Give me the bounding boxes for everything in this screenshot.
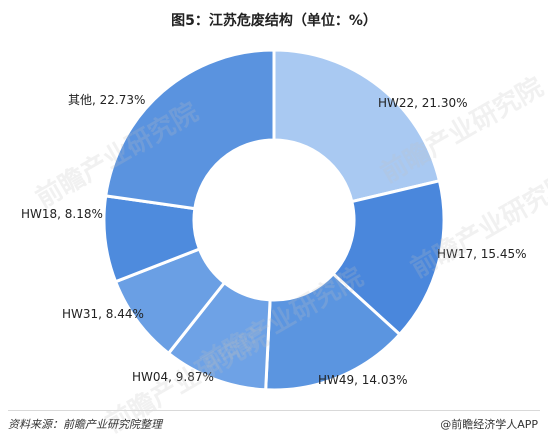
slice-label-HW22: HW22, 21.30% xyxy=(378,96,468,110)
slice-HW22 xyxy=(272,48,442,204)
donut-chart: HW22, 21.30% HW17, 15.45% HW49, 14.03% HW04… xyxy=(21,48,527,392)
footer-divider xyxy=(8,410,540,411)
slices-layer xyxy=(102,48,446,392)
slice-label-HW18: HW18, 8.18% xyxy=(21,207,103,221)
labels-layer: HW22, 21.30% HW17, 15.45% HW49, 14.03% HW04… xyxy=(21,93,527,387)
slice-其他 xyxy=(104,48,276,211)
slice-label-HW17: HW17, 15.45% xyxy=(437,247,527,261)
slice-label-其他: 其他, 22.73% xyxy=(68,93,145,107)
slice-HW17 xyxy=(331,179,446,337)
slice-label-HW04: HW04, 9.87% xyxy=(132,370,214,384)
footer-source: 资料来源：前瞻产业研究院整理 xyxy=(8,418,162,431)
slice-label-HW31: HW31, 8.44% xyxy=(62,307,144,321)
chart-title: 图5：江苏危废结构（单位：%） xyxy=(171,13,377,29)
footer-brand: @前瞻经济学人APP xyxy=(440,418,538,431)
slice-label-HW49: HW49, 14.03% xyxy=(318,373,408,387)
